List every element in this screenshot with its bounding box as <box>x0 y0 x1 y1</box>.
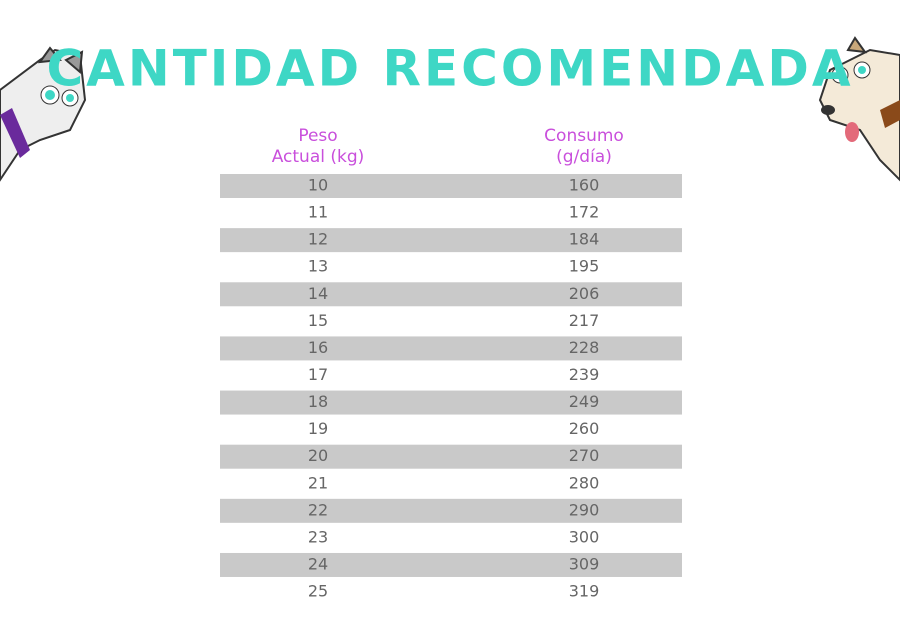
cell: 319 <box>569 582 600 601</box>
cell: 13 <box>308 257 328 276</box>
cell: 11 <box>308 203 328 222</box>
row-band <box>220 174 682 198</box>
cell: 206 <box>569 284 600 303</box>
cell: 270 <box>569 446 600 465</box>
cell: 15 <box>308 311 328 330</box>
cell: 16 <box>308 338 328 357</box>
cell: 23 <box>308 527 328 546</box>
column-header: (g/día) <box>556 147 612 167</box>
cell: 217 <box>569 311 600 330</box>
cell: 18 <box>308 392 328 411</box>
dog-illustration <box>818 36 900 182</box>
row-band <box>220 444 682 469</box>
cell: 239 <box>569 365 600 384</box>
column-header: Actual (kg) <box>272 147 365 167</box>
cell: 160 <box>569 176 600 195</box>
title: CANTIDAD RECOMENDADA <box>46 40 853 98</box>
cell: 249 <box>569 392 600 411</box>
column-header: Consumo <box>544 126 624 146</box>
cell: 184 <box>569 230 600 249</box>
cell: 17 <box>308 365 328 384</box>
cell: 172 <box>569 203 600 222</box>
cell: 14 <box>308 284 328 303</box>
cell: 19 <box>308 419 328 438</box>
cell: 10 <box>308 176 328 195</box>
column-header: Peso <box>298 126 337 146</box>
cell: 290 <box>569 500 600 519</box>
cell: 20 <box>308 446 328 465</box>
cell: 300 <box>569 527 600 546</box>
cell: 24 <box>308 554 328 573</box>
cell: 12 <box>308 230 328 249</box>
cell: 260 <box>569 419 600 438</box>
row-band <box>220 552 682 577</box>
cell: 195 <box>569 257 600 276</box>
cell: 309 <box>569 554 600 573</box>
cell: 280 <box>569 473 600 492</box>
row-band <box>220 390 682 415</box>
cell: 21 <box>308 473 328 492</box>
row-band <box>220 336 682 361</box>
cat-illustration <box>0 46 87 182</box>
cell: 22 <box>308 500 328 519</box>
row-band <box>220 228 682 253</box>
row-band <box>220 498 682 523</box>
row-band <box>220 282 682 307</box>
cell: 228 <box>569 338 600 357</box>
cell: 25 <box>308 582 328 601</box>
